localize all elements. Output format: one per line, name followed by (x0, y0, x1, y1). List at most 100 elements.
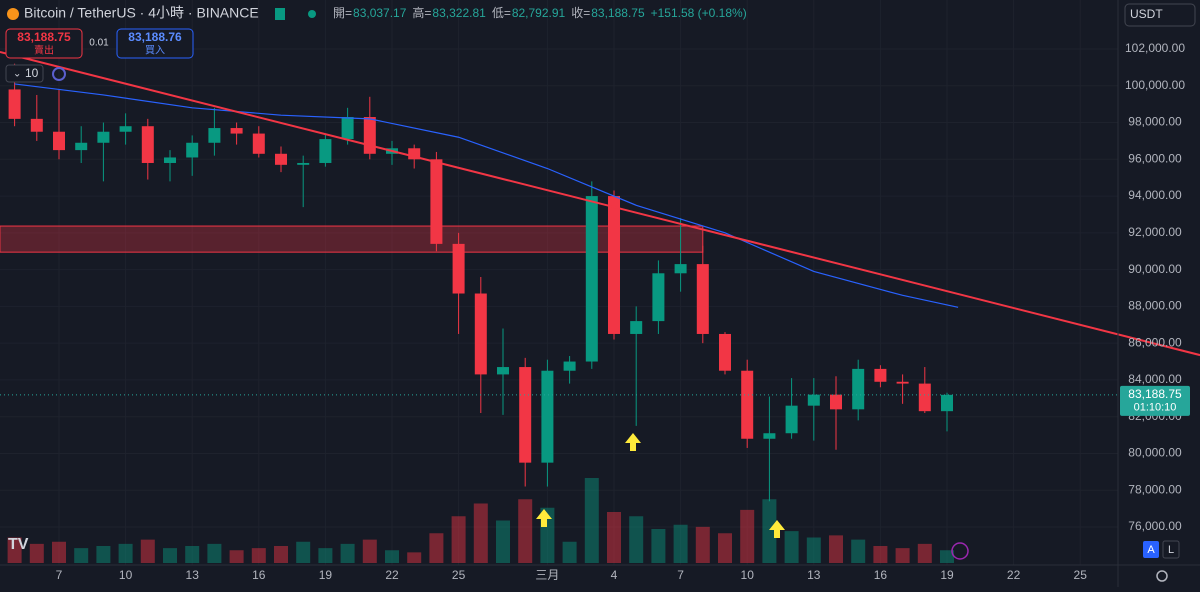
ohlc-value: 83,188.75 (591, 6, 645, 20)
candle-body (785, 405, 798, 434)
candle-body (119, 126, 132, 132)
y-tick-label: 76,000.00 (1128, 519, 1182, 533)
volume-bar (385, 550, 399, 563)
x-tick-label: 25 (1074, 568, 1088, 582)
ohlc-label: 低= (492, 6, 511, 20)
candle-body (652, 273, 665, 322)
ohlc-value: 83,037.17 (353, 6, 407, 20)
x-tick-label: 10 (119, 568, 133, 582)
candle-body (585, 196, 598, 362)
last-price-label: 83,188.75 (1128, 387, 1182, 401)
candle-body (319, 139, 332, 163)
candle-body (408, 148, 421, 160)
volume-bar (96, 546, 111, 563)
x-tick-label: 25 (452, 568, 466, 582)
currency: USDT (1130, 7, 1163, 21)
volume-bar (229, 550, 244, 563)
volume-bar (29, 543, 44, 563)
candle-body (630, 321, 643, 334)
candle-body (519, 367, 532, 463)
x-tick-label: 三月 (535, 568, 559, 582)
volume-bar (651, 529, 666, 563)
candle-body (474, 293, 487, 375)
volume-bar (718, 533, 732, 563)
volume-bar (607, 512, 621, 563)
volume-bar (296, 541, 311, 563)
currency-select[interactable] (1124, 3, 1196, 27)
trendline (0, 50, 1200, 357)
candle-body (497, 367, 509, 375)
arrow (625, 433, 641, 451)
tv-logo: TV (8, 536, 29, 553)
flag[interactable] (275, 8, 285, 20)
indicator-icon[interactable] (52, 67, 66, 81)
sell-price: 83,188.75 (17, 30, 71, 44)
moving-average (14, 83, 959, 308)
y-tick-label: 96,000.00 (1128, 151, 1182, 165)
volume-bar (496, 520, 510, 563)
settings-button[interactable] (1156, 570, 1168, 582)
volume-bar (407, 552, 422, 563)
spread: 0.01 (89, 38, 109, 49)
volume-bar (7, 537, 22, 563)
countdown: 01:10:10 (1134, 402, 1177, 414)
buy-button[interactable] (116, 28, 194, 59)
y-tick-label: 90,000.00 (1128, 262, 1182, 276)
x-tick-label: 13 (807, 568, 821, 582)
candle-body (541, 370, 554, 463)
ohlc-label: 開= (333, 6, 352, 20)
lightning-button[interactable] (951, 542, 969, 560)
candle-body (430, 159, 443, 244)
volume-bar (695, 526, 710, 563)
candle-body (363, 117, 376, 154)
volume-bar (673, 524, 688, 563)
volume-bar (829, 535, 843, 563)
candle-body (97, 131, 110, 143)
auto-button[interactable] (1143, 541, 1159, 558)
candle-body (252, 133, 265, 154)
volume-bar (52, 541, 66, 563)
volume-bar (207, 543, 222, 563)
volume-bar (274, 546, 288, 563)
volume-bar (163, 548, 177, 563)
x-tick-label: 7 (56, 568, 63, 582)
volume-bar (118, 543, 133, 563)
y-tick-label: 84,000.00 (1128, 372, 1182, 386)
volume-bar (806, 537, 821, 563)
candle-body (874, 368, 887, 382)
candle-body (830, 394, 842, 410)
x-tick-label: 22 (385, 568, 399, 582)
volume-bar (784, 531, 799, 563)
candle-body (208, 128, 221, 143)
volume-bar (518, 499, 533, 563)
candle-body (186, 142, 199, 158)
candle-body (141, 126, 154, 163)
candle-body (275, 153, 287, 165)
candle-body (807, 394, 820, 406)
last-price-box (1120, 385, 1190, 416)
indicator-toggle[interactable] (5, 64, 44, 83)
y-tick-label: 94,000.00 (1128, 188, 1182, 202)
volume-bar (762, 499, 777, 563)
candle-body (918, 383, 931, 412)
volume-bar (140, 539, 155, 563)
candle-body (896, 381, 909, 384)
log-button[interactable] (1162, 540, 1180, 559)
change: +151.58 (+0.18%) (651, 6, 747, 20)
symbol: Bitcoin / TetherUS · 4小時 · BINANCE (24, 5, 259, 21)
candle-body (30, 118, 43, 132)
volume-bar (873, 546, 888, 563)
volume-bar (318, 548, 333, 563)
buy-label: 買入 (145, 45, 165, 57)
candle-body (164, 157, 176, 163)
log-label: L (1168, 544, 1174, 556)
x-tick-label: 13 (186, 568, 200, 582)
sell-button[interactable] (5, 28, 83, 59)
candle-body (674, 264, 687, 274)
volume-bar (562, 541, 577, 563)
y-tick-label: 98,000.00 (1128, 115, 1182, 129)
candle-body (8, 89, 21, 119)
y-tick-label: 100,000.00 (1125, 78, 1185, 92)
